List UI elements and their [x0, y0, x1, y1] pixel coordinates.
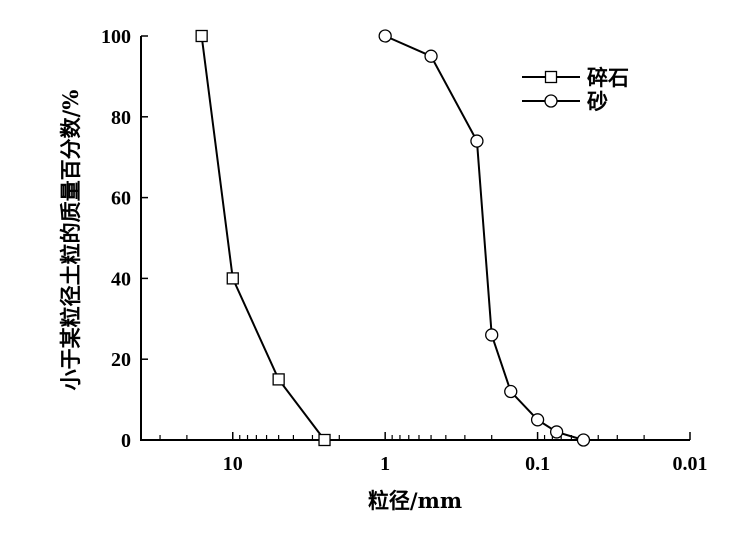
legend: 碎石砂 [522, 65, 629, 114]
series-line [200, 35, 326, 441]
x-tick-label: 10 [223, 453, 243, 475]
data-point [504, 384, 518, 399]
legend-marker [544, 70, 558, 84]
data-point [318, 433, 331, 447]
data-point [530, 413, 545, 427]
data-point [195, 29, 208, 43]
series-sand [378, 29, 591, 447]
data-point [470, 134, 484, 148]
y-tick-label: 60 [111, 188, 131, 210]
x-tick-label: 1 [380, 453, 390, 475]
y-tick-label: 0 [121, 430, 131, 452]
data-point [226, 272, 239, 285]
data-point [424, 49, 438, 63]
axes: 10 1 0.1 0.01 0 20 40 60 80 100 [101, 26, 708, 475]
data-point [549, 425, 564, 439]
y-tick-label: 20 [111, 349, 131, 371]
data-point [576, 433, 591, 447]
y-axis-label: 小于某粒径土粒的质量百分数/% [58, 90, 83, 391]
x-axis-label: 粒径/mm [368, 488, 462, 513]
y-tick-label: 100 [101, 26, 131, 48]
data-point [378, 29, 392, 43]
legend-marker [544, 94, 558, 108]
y-tick-label: 40 [111, 268, 131, 290]
data-point [272, 373, 285, 386]
series-gravel [195, 29, 331, 447]
x-tick-label: 0.01 [673, 453, 708, 475]
series-layer [195, 29, 591, 447]
data-point [485, 328, 499, 342]
legend-label: 碎石 [587, 65, 629, 90]
legend-item: 砂 [522, 89, 608, 114]
legend-item: 碎石 [522, 65, 629, 90]
x-tick-label: 0.1 [525, 453, 550, 475]
y-tick-label: 80 [111, 107, 131, 129]
legend-label: 砂 [587, 89, 608, 114]
